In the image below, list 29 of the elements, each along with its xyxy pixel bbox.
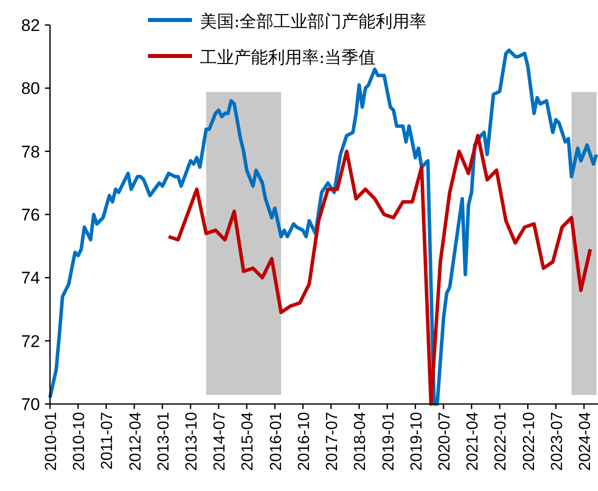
y-tick-label: 78: [21, 142, 40, 162]
y-tick-label: 82: [21, 16, 40, 35]
x-tick-label: 2015-04: [240, 412, 257, 471]
x-tick-label: 2013-01: [155, 412, 172, 471]
y-tick-label: 72: [21, 332, 40, 351]
x-tick-label: 2022-10: [520, 412, 538, 471]
x-tick-label: 2021-04: [464, 412, 482, 471]
y-tick-label: 76: [21, 206, 40, 224]
x-tick-label: 2023-07: [548, 412, 566, 471]
x-tick-label: 2014-07: [212, 412, 229, 471]
x-tick-label: 2024-04: [577, 412, 594, 471]
legend-label: 美国:全部工业部门产能利用率: [200, 12, 427, 32]
x-tick-label: 2012-04: [127, 412, 144, 471]
x-tick-label: 2016-10: [296, 412, 313, 471]
x-tick-label: 2011-07: [99, 412, 116, 470]
x-tick-label: 2010-01: [43, 412, 60, 471]
x-tick-label: 2017-07: [324, 412, 342, 471]
x-tick-label: 2019-10: [408, 412, 426, 471]
x-tick-label: 2022-01: [492, 412, 510, 471]
x-tick-label: 2019-01: [380, 412, 398, 471]
y-tick-label: 80: [21, 79, 40, 98]
x-tick-label: 2016-01: [268, 412, 285, 471]
x-tick-label: 2020-07: [436, 412, 454, 471]
legend-label: 工业产能利用率:当季值: [200, 48, 376, 68]
x-tick-label: 2010-10: [71, 412, 88, 471]
y-tick-label: 70: [21, 395, 40, 414]
x-tick-label: 2018-04: [352, 412, 370, 471]
y-tick-label: 74: [21, 268, 40, 288]
x-tick-label: 2013-10: [184, 412, 201, 471]
